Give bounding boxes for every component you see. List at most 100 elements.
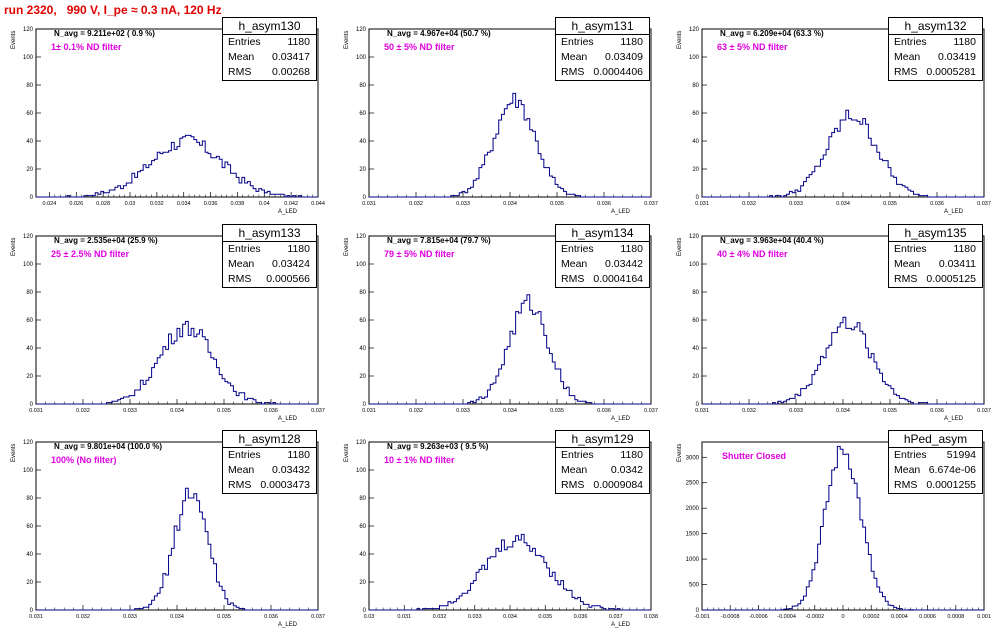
stats-label: RMS bbox=[228, 479, 252, 491]
x-tick-label: 0.037 bbox=[311, 408, 325, 414]
y-tick-label: 3000 bbox=[686, 455, 700, 461]
stats-box: h_asym135 Entries 1180 Mean 0.03411 RMS 0.0005… bbox=[888, 224, 983, 288]
x-tick-label: 0.032 bbox=[742, 201, 756, 207]
stats-box: h_asym133 Entries 1180 Mean 0.03424 RMS 0.0005… bbox=[222, 224, 317, 288]
stats-value: 0.0005281 bbox=[926, 66, 976, 78]
x-tick-label: 0.026 bbox=[69, 201, 83, 207]
histogram-plot: 0 20 40 60 80 100 120 0.024 0.026 0.028 0.03 0.032 0… bbox=[23, 27, 325, 207]
y-tick-label: 100 bbox=[356, 262, 367, 268]
stats-label: Mean bbox=[228, 464, 255, 476]
y-tick-label: 20 bbox=[359, 167, 366, 173]
stats-row-rms: RMS 0.0004164 bbox=[556, 272, 649, 287]
x-tick-label: 0.036 bbox=[264, 408, 278, 414]
stats-value: 0.0342 bbox=[610, 464, 643, 476]
x-tick-label: 0.037 bbox=[977, 201, 991, 207]
y-tick-label: 80 bbox=[26, 83, 33, 89]
stats-label: Entries bbox=[894, 36, 927, 48]
n-avg-label: N_avg = 9.211e+02 ( 0.9 %) bbox=[54, 29, 155, 38]
x-tick-label: 0.035 bbox=[550, 408, 564, 414]
y-axis-label: Events bbox=[11, 237, 17, 256]
x-tick-label: -0.0004 bbox=[777, 614, 796, 620]
stats-value: 0.00268 bbox=[272, 66, 310, 78]
stats-label: RMS bbox=[894, 66, 918, 78]
stats-label: Entries bbox=[561, 36, 594, 48]
stats-box: hPed_asym Entries 51994 Mean 6.674e-06 RMS 0.0… bbox=[888, 430, 983, 494]
stats-value: 51994 bbox=[946, 449, 976, 461]
stats-row-entries: Entries 1180 bbox=[889, 242, 982, 257]
y-tick-label: 80 bbox=[26, 290, 33, 296]
stats-label: Entries bbox=[894, 243, 927, 255]
y-tick-label: 0 bbox=[30, 195, 34, 201]
x-tick-label: 0.037 bbox=[311, 614, 325, 620]
x-tick-label: 0.034 bbox=[836, 201, 850, 207]
y-tick-label: 80 bbox=[26, 496, 33, 502]
y-axis-label: Events bbox=[344, 30, 350, 49]
y-tick-label: 100 bbox=[356, 468, 367, 474]
stats-row-rms: RMS 0.0004406 bbox=[556, 65, 649, 80]
stats-label: Entries bbox=[561, 449, 594, 461]
y-tick-label: 40 bbox=[26, 139, 33, 145]
stats-label: RMS bbox=[561, 66, 585, 78]
stats-label: Entries bbox=[894, 449, 927, 461]
x-tick-label: 0.031 bbox=[362, 408, 376, 414]
histogram-panel-h_asym133: 0 20 40 60 80 100 120 0.031 0.032 0.033 0.034 0.035… bbox=[0, 222, 332, 429]
y-tick-label: 100 bbox=[689, 262, 700, 268]
x-tick-label: 0.033 bbox=[456, 201, 470, 207]
histogram-panel-h_asym131: 0 20 40 60 80 100 120 0.031 0.032 0.033 0.034 0.035… bbox=[333, 15, 665, 222]
stats-box: h_asym132 Entries 1180 Mean 0.03419 RMS 0.0005… bbox=[888, 17, 983, 81]
y-tick-label: 20 bbox=[26, 167, 33, 173]
stats-row-rms: RMS 0.000566 bbox=[223, 272, 316, 287]
x-tick-label: 0.033 bbox=[123, 408, 137, 414]
stats-row-entries: Entries 51994 bbox=[889, 448, 982, 463]
stats-box: h_asym130 Entries 1180 Mean 0.03417 RMS 0.0026… bbox=[222, 17, 317, 81]
y-tick-label: 2000 bbox=[686, 506, 700, 512]
stats-label: Entries bbox=[228, 243, 261, 255]
x-axis-label: A_LED bbox=[611, 622, 631, 628]
stats-row-rms: RMS 0.0009084 bbox=[556, 478, 649, 493]
stats-value: 0.000566 bbox=[266, 273, 310, 285]
stats-box: h_asym129 Entries 1180 Mean 0.0342 RMS 0.00090… bbox=[555, 430, 650, 494]
y-tick-label: 120 bbox=[23, 234, 34, 240]
stats-row-rms: RMS 0.0005281 bbox=[889, 65, 982, 80]
stats-value: 0.03419 bbox=[938, 51, 976, 63]
y-tick-label: 120 bbox=[689, 27, 700, 33]
x-tick-label: 0.001 bbox=[977, 614, 991, 620]
x-tick-label: 0.032 bbox=[409, 201, 423, 207]
n-avg-label: N_avg = 9.801e+04 (100.0 %) bbox=[54, 442, 163, 451]
stats-row-rms: RMS 0.0001255 bbox=[889, 478, 982, 493]
histogram-plot: 0 20 40 60 80 100 120 0.031 0.032 0.033 0.034 0.035… bbox=[356, 27, 658, 207]
histogram-plot: 0 20 40 60 80 100 120 0.031 0.032 0.033 0.034 0.035… bbox=[23, 234, 325, 414]
stats-label: Mean bbox=[228, 258, 255, 270]
x-tick-label: 0.03 bbox=[125, 201, 136, 207]
histogram-plot: 0 20 40 60 80 100 120 0.031 0.032 0.033 0.034 0.035… bbox=[356, 234, 658, 414]
histogram-panel-h_asym134: 0 20 40 60 80 100 120 0.031 0.032 0.033 0.034 0.035… bbox=[333, 222, 665, 429]
y-tick-label: 120 bbox=[23, 27, 34, 33]
stats-value: 0.03442 bbox=[605, 258, 643, 270]
histogram-name: h_asym129 bbox=[556, 431, 649, 448]
x-tick-label: 0.031 bbox=[29, 408, 43, 414]
n-avg-label: N_avg = 2.535e+04 (25.9 %) bbox=[54, 236, 158, 245]
y-axis-label: Events bbox=[677, 237, 683, 256]
stats-label: RMS bbox=[894, 479, 918, 491]
x-tick-label: -0.0002 bbox=[805, 614, 824, 620]
x-tick-label: 0.036 bbox=[204, 201, 218, 207]
x-tick-label: 0.037 bbox=[644, 408, 658, 414]
histogram-line bbox=[702, 109, 984, 198]
x-tick-label: 0.028 bbox=[96, 201, 110, 207]
y-axis-label: Events bbox=[344, 443, 350, 462]
stats-value: 1180 bbox=[953, 243, 976, 255]
y-tick-label: 20 bbox=[692, 374, 699, 380]
x-tick-label: 0.034 bbox=[177, 201, 191, 207]
y-tick-label: 100 bbox=[23, 468, 34, 474]
y-tick-label: 40 bbox=[359, 139, 366, 145]
stats-label: Mean bbox=[894, 258, 921, 270]
stats-label: Entries bbox=[228, 36, 261, 48]
filter-label: 1± 0.1% ND filter bbox=[51, 42, 122, 52]
x-tick-label: 0.036 bbox=[930, 201, 944, 207]
stats-label: Mean bbox=[561, 464, 588, 476]
x-tick-label: 0.037 bbox=[977, 408, 991, 414]
histogram-panel-h_asym135: 0 20 40 60 80 100 120 0.031 0.032 0.033 0.034 0.035… bbox=[666, 222, 996, 429]
stats-label: Mean bbox=[561, 51, 588, 63]
x-tick-label: 0.037 bbox=[609, 614, 623, 620]
n-avg-label: N_avg = 6.209e+04 (63.3 %) bbox=[720, 29, 824, 38]
